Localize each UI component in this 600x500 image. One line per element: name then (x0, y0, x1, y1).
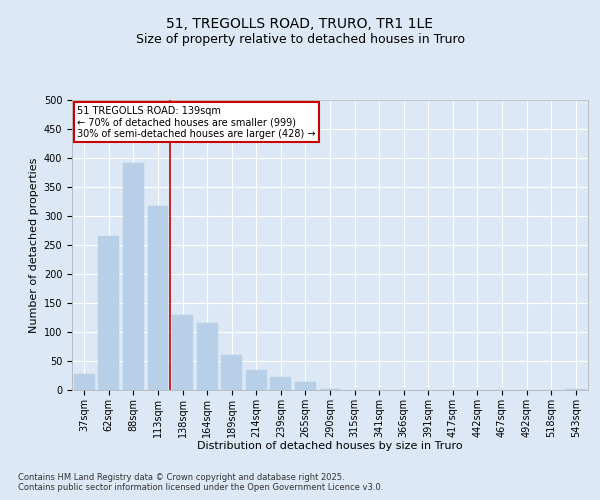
Bar (98, 236, 119, 390)
Bar (271, 376, 292, 390)
Bar (320, 389, 340, 390)
Bar (221, 355, 242, 390)
Text: 51, TREGOLLS ROAD, TRURO, TR1 1LE: 51, TREGOLLS ROAD, TRURO, TR1 1LE (167, 18, 433, 32)
Bar (246, 370, 267, 390)
Bar (74, 374, 95, 390)
Bar (197, 324, 218, 390)
Bar (172, 314, 193, 390)
Text: 51 TREGOLLS ROAD: 139sqm
← 70% of detached houses are smaller (999)
30% of semi-: 51 TREGOLLS ROAD: 139sqm ← 70% of detach… (77, 106, 316, 139)
Bar (295, 382, 316, 390)
Bar (123, 162, 144, 390)
Y-axis label: Number of detached properties: Number of detached properties (29, 158, 40, 332)
Text: Size of property relative to detached houses in Truro: Size of property relative to detached ho… (136, 32, 464, 46)
Bar (148, 206, 169, 390)
Text: Contains HM Land Registry data © Crown copyright and database right 2025.
Contai: Contains HM Land Registry data © Crown c… (18, 472, 383, 492)
X-axis label: Distribution of detached houses by size in Truro: Distribution of detached houses by size … (197, 441, 463, 451)
